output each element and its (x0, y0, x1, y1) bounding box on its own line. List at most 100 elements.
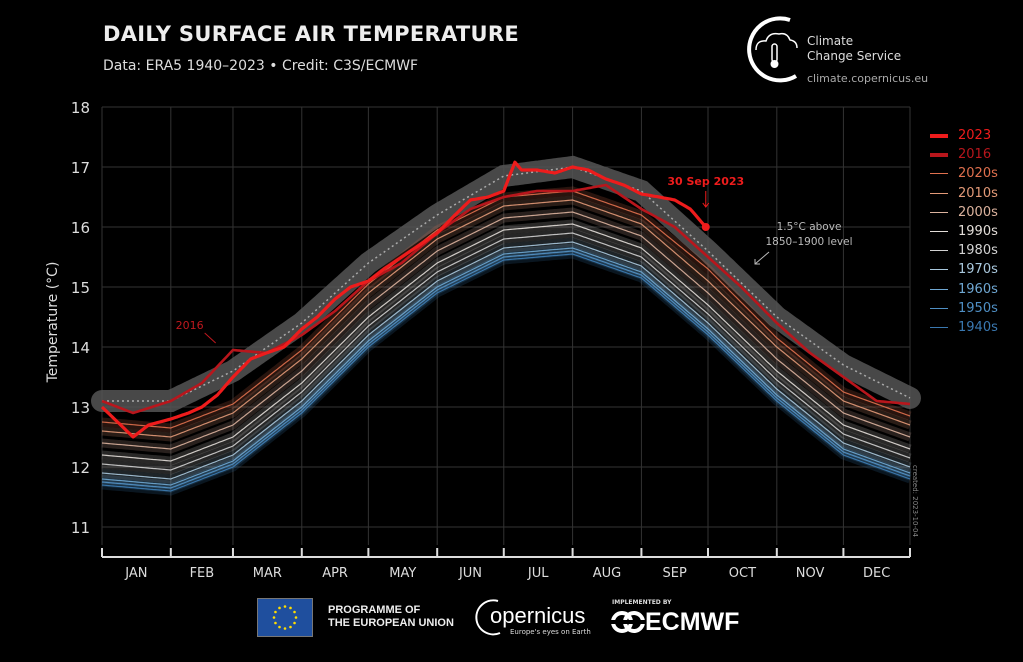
legend-label: 2020s (958, 166, 998, 182)
legend-item-2000s: 2000s (930, 203, 998, 222)
x-tick-label-apr: APR (322, 566, 348, 581)
eu-star-icon (274, 621, 277, 625)
copernicus-logo-text: opernicus (490, 603, 586, 628)
annotation-arrow-1p5 (754, 251, 770, 265)
x-tick-label-jan: JAN (124, 566, 147, 581)
eu-star-icon (289, 625, 292, 629)
x-tick-label-sep: SEP (663, 566, 687, 581)
eu-star-icon (283, 627, 287, 630)
implemented-by-label: IMPLEMENTED BY (612, 599, 672, 606)
band-1p5-shade (91, 155, 921, 412)
legend-item-1970s: 1970s (930, 260, 998, 279)
logo-text: Climate Change Service (807, 34, 901, 64)
logo-url: climate.copernicus.eu (807, 72, 929, 85)
annotation-1p5-line2: 1850–1900 level (766, 236, 853, 248)
legend-swatch (930, 307, 948, 309)
y-tick-label: 11 (71, 519, 90, 537)
legend-swatch (930, 288, 948, 290)
annotation-2016: 2016 (176, 319, 204, 332)
series-line-2023 (100, 160, 708, 439)
legend-swatch (930, 231, 948, 233)
logo-line2: Change Service (807, 49, 902, 63)
series-line-1980s (101, 232, 911, 471)
y-tick-label: 12 (71, 459, 90, 477)
eu-star-icon (293, 621, 296, 625)
eu-star-icon (283, 605, 287, 608)
x-tick-label-dec: DEC (863, 566, 890, 581)
legend-swatch (930, 250, 948, 252)
y-tick-label: 15 (71, 279, 90, 297)
band-1p5 (91, 155, 921, 412)
series-line-1940s (101, 253, 911, 492)
series-line-2010s (101, 199, 911, 438)
y-tick-label: 18 (71, 99, 90, 117)
annotations: 2016 30 Sep 2023 1.5°C above 1850–1900 leve… (176, 175, 853, 344)
legend-swatch (930, 152, 948, 157)
legend-item-2010s: 2010s (930, 184, 998, 203)
copernicus-logo-icon (475, 599, 501, 636)
legend-label: 1940s (958, 319, 998, 335)
x-tick-label-aug: AUG (593, 566, 621, 581)
legend-swatch (930, 133, 948, 138)
y-axis-label: Temperature (°C) (45, 262, 61, 384)
ecmwf-logo-icon (611, 611, 645, 633)
legend-label: 1960s (958, 281, 998, 297)
chart-subtitle: Data: ERA5 1940–2023 • Credit: C3S/ECMWF (103, 58, 419, 74)
legend-swatch (930, 326, 948, 328)
eu-star-icon (293, 610, 296, 614)
eu-star-icon (272, 616, 276, 619)
series-line-1970s (101, 241, 911, 480)
eu-star-icon (294, 616, 298, 619)
y-tick-label: 16 (71, 219, 90, 237)
x-tick-label-jul: JUL (527, 566, 549, 581)
annotation-arrow-2023 (702, 191, 710, 208)
series-line-2000s (101, 211, 911, 450)
eu-star-icon (278, 625, 281, 629)
series-line-1960s (101, 247, 911, 486)
y-tick-label: 13 (71, 399, 90, 417)
legend-item-2016: 2016 (930, 145, 998, 164)
ecmwf-logo-text: ECMWF (645, 608, 740, 636)
x-tick-label-mar: MAR (253, 566, 282, 581)
legend-label: 2023 (958, 128, 992, 144)
legend-label: 2000s (958, 204, 998, 220)
annotation-arrow-2016 (204, 332, 217, 344)
legend-label: 1980s (958, 243, 998, 259)
eu-line1: PROGRAMME OF (328, 604, 421, 616)
legend-swatch (930, 211, 948, 213)
eu-star-icon (278, 606, 281, 610)
legend-swatch (930, 269, 948, 271)
x-tick-label-jun: JUN (458, 566, 482, 581)
legend-item-2023: 2023 (930, 126, 998, 145)
eu-flag-icon (257, 598, 313, 637)
series-line-1950s (101, 250, 911, 489)
annotation-30sep2023: 30 Sep 2023 (667, 175, 744, 188)
legend-item-1950s: 1950s (930, 299, 998, 318)
axes: 11 12 13 14 15 16 17 18 JAN FEB MAR APR MAY JUN JUL AUG… (71, 99, 911, 581)
x-tick-label-may: MAY (389, 566, 416, 581)
legend-item-1940s: 1940s (930, 318, 998, 337)
legend-label: 1990s (958, 224, 998, 240)
logo-line1: Climate (807, 34, 854, 48)
series-endpoint-2023 (701, 223, 710, 231)
legend-swatch (930, 192, 948, 194)
eu-star-icon (274, 610, 277, 614)
legend-swatch (930, 173, 948, 175)
legend-label: 1950s (958, 300, 998, 316)
legend-label: 2016 (958, 147, 992, 163)
y-tick-label: 17 (71, 159, 90, 177)
copernicus-tagline: Europe's eyes on Earth (510, 628, 591, 636)
x-tick-label-nov: NOV (796, 566, 825, 581)
legend: 2023 2016 2020s 2010s 2000s 1990s 1980s 1970s 19… (930, 126, 998, 337)
series-line-2016 (101, 183, 911, 415)
legend-item-1980s: 1980s (930, 241, 998, 260)
eu-star-icon (289, 606, 292, 610)
legend-item-2020s: 2020s (930, 164, 998, 183)
eu-line2: THE EUROPEAN UNION (328, 617, 454, 629)
legend-label: 2010s (958, 185, 998, 201)
chart-title: DAILY SURFACE AIR TEMPERATURE (103, 22, 519, 46)
y-tick-label: 14 (71, 339, 90, 357)
legend-label: 1970s (958, 262, 998, 278)
series-line-1990s (101, 223, 911, 462)
